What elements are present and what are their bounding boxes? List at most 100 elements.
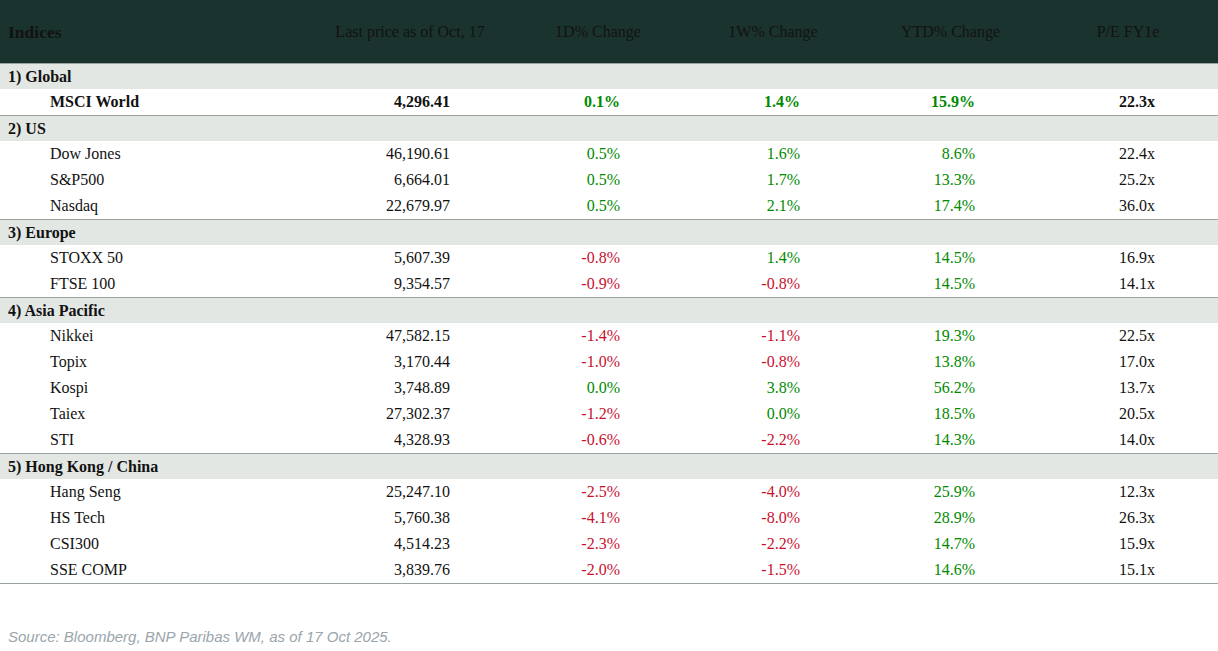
- 1w-change-cell: -8.0%: [683, 505, 863, 531]
- last-price-cell: 22,679.97: [307, 193, 513, 219]
- index-name-cell: Dow Jones: [0, 141, 307, 167]
- section-row: 1) Global: [0, 63, 1218, 89]
- last-price-cell: 9,354.57: [307, 271, 513, 297]
- ytd-change-cell: 8.6%: [863, 141, 1038, 167]
- 1d-change-cell: -2.3%: [513, 531, 683, 557]
- index-name-cell: Nasdaq: [0, 193, 307, 219]
- last-price-cell: 5,607.39: [307, 245, 513, 271]
- 1d-change-cell: 0.0%: [513, 375, 683, 401]
- pe-cell: 36.0x: [1038, 193, 1218, 219]
- header-1w-change: 1W% Change: [683, 19, 863, 45]
- 1w-change-cell: -1.5%: [683, 557, 863, 583]
- 1w-change-cell: -4.0%: [683, 479, 863, 505]
- pe-cell: 20.5x: [1038, 401, 1218, 427]
- 1w-change-cell: 0.0%: [683, 401, 863, 427]
- index-name-cell: S&P500: [0, 167, 307, 193]
- pe-cell: 14.1x: [1038, 271, 1218, 297]
- pe-cell: 22.3x: [1038, 89, 1218, 115]
- 1w-change-cell: 1.6%: [683, 141, 863, 167]
- last-price-cell: 3,839.76: [307, 557, 513, 583]
- section-row: 5) Hong Kong / China: [0, 453, 1218, 479]
- pe-cell: 15.9x: [1038, 531, 1218, 557]
- section-row: 4) Asia Pacific: [0, 297, 1218, 323]
- ytd-change-cell: 14.6%: [863, 557, 1038, 583]
- 1d-change-cell: -2.5%: [513, 479, 683, 505]
- last-price-cell: 27,302.37: [307, 401, 513, 427]
- pe-cell: 14.0x: [1038, 427, 1218, 453]
- ytd-change-cell: 17.4%: [863, 193, 1038, 219]
- ytd-change-cell: 13.8%: [863, 349, 1038, 375]
- section-label: 4) Asia Pacific: [0, 298, 1218, 324]
- section-label: 1) Global: [0, 64, 1218, 90]
- index-row: CSI3004,514.23-2.3%-2.2%14.7%15.9x: [0, 531, 1218, 557]
- pe-cell: 17.0x: [1038, 349, 1218, 375]
- header-ytd-change: YTD% Change: [863, 19, 1038, 45]
- market-indices-page: Indices Last price as of Oct, 17 1D% Cha…: [0, 0, 1218, 651]
- 1d-change-cell: 0.1%: [513, 89, 683, 115]
- index-row: FTSE 1009,354.57-0.9%-0.8%14.5%14.1x: [0, 271, 1218, 297]
- index-row: Hang Seng25,247.10-2.5%-4.0%25.9%12.3x: [0, 479, 1218, 505]
- index-name-cell: STI: [0, 427, 307, 453]
- indices-table: Indices Last price as of Oct, 17 1D% Cha…: [0, 0, 1218, 584]
- 1w-change-cell: -2.2%: [683, 531, 863, 557]
- index-name-cell: FTSE 100: [0, 271, 307, 297]
- last-price-cell: 5,760.38: [307, 505, 513, 531]
- index-row: S&P5006,664.010.5%1.7%13.3%25.2x: [0, 167, 1218, 193]
- ytd-change-cell: 13.3%: [863, 167, 1038, 193]
- index-row: Kospi3,748.890.0%3.8%56.2%13.7x: [0, 375, 1218, 401]
- index-row: Dow Jones46,190.610.5%1.6%8.6%22.4x: [0, 141, 1218, 167]
- last-price-cell: 4,514.23: [307, 531, 513, 557]
- 1d-change-cell: -0.9%: [513, 271, 683, 297]
- header-indices: Indices: [0, 19, 307, 45]
- pe-cell: 12.3x: [1038, 479, 1218, 505]
- 1d-change-cell: 0.5%: [513, 167, 683, 193]
- ytd-change-cell: 14.5%: [863, 245, 1038, 271]
- 1w-change-cell: -0.8%: [683, 349, 863, 375]
- ytd-change-cell: 14.5%: [863, 271, 1038, 297]
- index-name-cell: HS Tech: [0, 505, 307, 531]
- 1d-change-cell: 0.5%: [513, 141, 683, 167]
- last-price-cell: 6,664.01: [307, 167, 513, 193]
- 1d-change-cell: -0.8%: [513, 245, 683, 271]
- index-name-cell: STOXX 50: [0, 245, 307, 271]
- pe-cell: 22.4x: [1038, 141, 1218, 167]
- index-name-cell: Topix: [0, 349, 307, 375]
- pe-cell: 26.3x: [1038, 505, 1218, 531]
- section-row: 2) US: [0, 115, 1218, 141]
- index-name-cell: Taiex: [0, 401, 307, 427]
- table-body: 1) GlobalMSCI World4,296.410.1%1.4%15.9%…: [0, 63, 1218, 583]
- section-label: 5) Hong Kong / China: [0, 454, 1218, 480]
- index-row: Nikkei47,582.15-1.4%-1.1%19.3%22.5x: [0, 323, 1218, 349]
- pe-cell: 25.2x: [1038, 167, 1218, 193]
- index-row: Nasdaq22,679.970.5%2.1%17.4%36.0x: [0, 193, 1218, 219]
- index-name-cell: CSI300: [0, 531, 307, 557]
- index-name-cell: Kospi: [0, 375, 307, 401]
- ytd-change-cell: 19.3%: [863, 323, 1038, 349]
- 1w-change-cell: 2.1%: [683, 193, 863, 219]
- last-price-cell: 3,170.44: [307, 349, 513, 375]
- 1w-change-cell: -2.2%: [683, 427, 863, 453]
- index-name-cell: MSCI World: [0, 89, 307, 115]
- last-price-cell: 46,190.61: [307, 141, 513, 167]
- ytd-change-cell: 56.2%: [863, 375, 1038, 401]
- 1w-change-cell: -0.8%: [683, 271, 863, 297]
- 1d-change-cell: 0.5%: [513, 193, 683, 219]
- index-row: Taiex27,302.37-1.2%0.0%18.5%20.5x: [0, 401, 1218, 427]
- header-pe: P/E FY1e: [1038, 19, 1218, 45]
- index-row: MSCI World4,296.410.1%1.4%15.9%22.3x: [0, 89, 1218, 115]
- pe-cell: 15.1x: [1038, 557, 1218, 583]
- last-price-cell: 25,247.10: [307, 479, 513, 505]
- 1d-change-cell: -4.1%: [513, 505, 683, 531]
- last-price-cell: 4,328.93: [307, 427, 513, 453]
- last-price-cell: 47,582.15: [307, 323, 513, 349]
- index-row: SSE COMP3,839.76-2.0%-1.5%14.6%15.1x: [0, 557, 1218, 583]
- ytd-change-cell: 14.7%: [863, 531, 1038, 557]
- 1w-change-cell: 1.7%: [683, 167, 863, 193]
- 1d-change-cell: -1.0%: [513, 349, 683, 375]
- 1d-change-cell: -0.6%: [513, 427, 683, 453]
- pe-cell: 22.5x: [1038, 323, 1218, 349]
- section-row: 3) Europe: [0, 219, 1218, 245]
- section-label: 2) US: [0, 116, 1218, 142]
- 1w-change-cell: 1.4%: [683, 245, 863, 271]
- index-row: HS Tech5,760.38-4.1%-8.0%28.9%26.3x: [0, 505, 1218, 531]
